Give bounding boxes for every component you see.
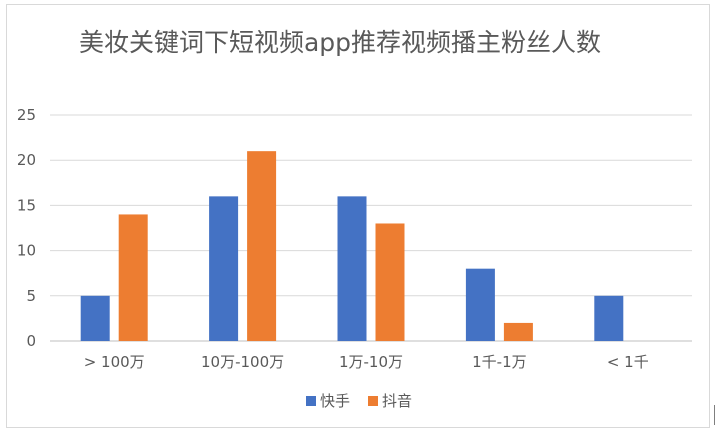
legend-swatch: [368, 396, 378, 406]
bar: [503, 322, 533, 341]
y-tick-label: 10: [17, 242, 36, 260]
y-tick-label: 20: [17, 151, 36, 169]
x-tick-label: 1千-1万: [472, 353, 527, 371]
legend: 快手 抖音: [306, 392, 412, 410]
legend-swatch: [306, 396, 316, 406]
text-cursor: [714, 405, 715, 425]
bar: [594, 295, 624, 341]
x-tick-label: 10万-100万: [201, 353, 284, 371]
bar: [118, 214, 148, 341]
bars: [80, 151, 624, 341]
y-axis-ticks: 0 5 10 15 20 25: [17, 106, 36, 350]
y-tick-label: 25: [17, 106, 36, 124]
chart-title: 美妆关键词下短视频app推荐视频播主粉丝人数: [78, 28, 602, 57]
legend-label: 抖音: [382, 392, 412, 410]
bar: [337, 196, 367, 341]
x-tick-label: 1万-10万: [339, 353, 403, 371]
y-tick-label: 15: [17, 196, 36, 214]
x-tick-label: < 1千: [607, 353, 649, 371]
y-tick-label: 5: [26, 287, 36, 305]
x-tick-label: > 100万: [84, 353, 145, 371]
bar: [80, 295, 110, 341]
bar: [209, 196, 239, 341]
gridlines: [50, 114, 692, 342]
y-tick-label: 0: [26, 332, 36, 350]
bar: [247, 151, 277, 341]
bar: [375, 223, 405, 341]
legend-label: 快手: [320, 392, 350, 410]
bar: [465, 268, 495, 341]
x-axis-ticks: > 100万 10万-100万 1万-10万 1千-1万 < 1千: [84, 353, 649, 371]
